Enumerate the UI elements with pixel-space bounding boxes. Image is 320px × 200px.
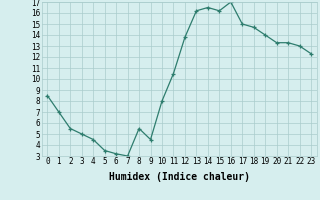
X-axis label: Humidex (Indice chaleur): Humidex (Indice chaleur) [109, 172, 250, 182]
